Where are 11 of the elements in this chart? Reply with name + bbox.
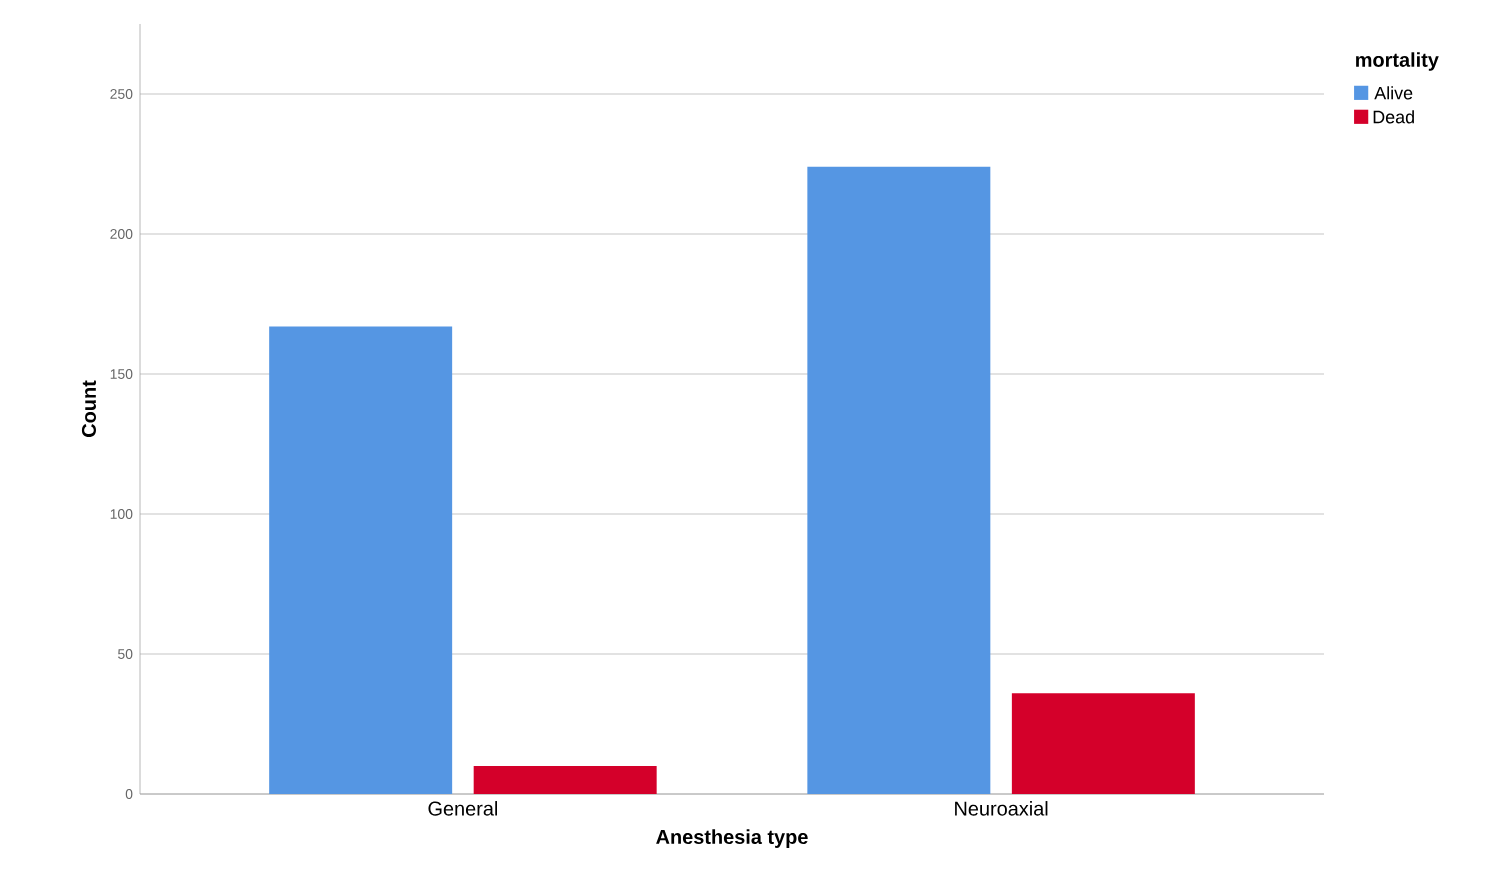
bar	[1011, 693, 1195, 794]
x-tick-label: Neuroaxial	[955, 801, 1048, 816]
x-tick-label: General	[428, 801, 498, 816]
bar	[269, 326, 453, 794]
legend-label: Alive	[1374, 86, 1413, 100]
y-axis-title: Count	[81, 380, 96, 437]
bar	[473, 766, 657, 794]
legend-title: mortality	[1356, 52, 1439, 71]
legend-label: Dead	[1373, 110, 1414, 124]
x-axis-title: Anesthesia type	[656, 829, 808, 848]
bar	[807, 166, 991, 794]
